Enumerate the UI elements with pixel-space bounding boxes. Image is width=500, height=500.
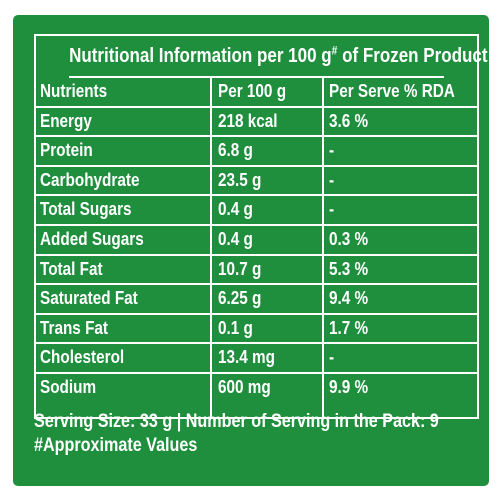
column-divider-2	[322, 78, 324, 417]
approx-note: #Approximate Values	[34, 435, 198, 456]
nutrient-name: Total Sugars	[40, 199, 132, 220]
title-suffix: of Frozen Product	[337, 45, 488, 67]
header-row: Nutrients Per 100 g Per Serve % RDA	[36, 78, 477, 108]
per-100g-value: 0.1 g	[218, 317, 253, 338]
per-100g-value: 23.5 g	[218, 169, 262, 190]
title-text: Nutritional Information per 100 g	[69, 45, 332, 67]
nutrient-name: Total Fat	[40, 258, 103, 279]
title-hash-mark: #	[331, 43, 338, 58]
table-row: Added Sugars 0.4 g 0.3 %	[36, 226, 477, 256]
per-100g-value: 600 mg	[218, 376, 271, 397]
table-title: Nutritional Information per 100 g# of Fr…	[69, 36, 488, 78]
header-per-100g: Per 100 g	[218, 81, 287, 101]
nutrient-name: Saturated Fat	[40, 288, 138, 309]
rda-value: 0.3 %	[329, 228, 369, 249]
rda-value: 9.4 %	[329, 288, 369, 309]
nutrient-name: Energy	[40, 110, 92, 131]
table-row: Total Fat 10.7 g 5.3 %	[36, 256, 477, 286]
table-row: Sodium 600 mg 9.9 %	[36, 374, 477, 404]
rda-value: 3.6 %	[329, 110, 369, 131]
serving-info: Serving Size: 33 g | Number of Serving i…	[34, 411, 439, 432]
rda-value: 9.9 %	[329, 376, 369, 397]
nutrition-table: Nutritional Information per 100 g# of Fr…	[34, 34, 488, 419]
rda-value: 1.7 %	[329, 317, 369, 338]
table-body: Energy 218 kcal 3.6 % Protein 6.8 g - Carbohyd…	[36, 108, 477, 404]
rda-value: -	[329, 140, 335, 161]
table-row: Energy 218 kcal 3.6 %	[36, 108, 477, 138]
per-100g-value: 218 kcal	[218, 110, 278, 131]
nutrient-name: Carbohydrate	[40, 169, 140, 190]
table-row: Saturated Fat 6.25 g 9.4 %	[36, 285, 477, 315]
per-100g-value: 6.25 g	[218, 288, 262, 309]
per-100g-value: 13.4 mg	[218, 347, 275, 368]
per-100g-value: 0.4 g	[218, 199, 253, 220]
rda-value: -	[329, 347, 335, 368]
nutrient-name: Protein	[40, 140, 93, 161]
table-row: Carbohydrate 23.5 g -	[36, 167, 477, 197]
header-nutrients: Nutrients	[40, 81, 108, 101]
per-100g-value: 6.8 g	[218, 140, 253, 161]
rda-value: 5.3 %	[329, 258, 369, 279]
rda-value: -	[329, 199, 335, 220]
header-per-serve-rda: Per Serve % RDA	[329, 81, 455, 101]
nutrient-name: Cholesterol	[40, 347, 125, 368]
per-100g-value: 10.7 g	[218, 258, 262, 279]
column-divider-1	[210, 78, 212, 417]
nutrient-name: Added Sugars	[40, 228, 144, 249]
rda-value: -	[329, 169, 335, 190]
table-row: Protein 6.8 g -	[36, 137, 477, 167]
per-100g-value: 0.4 g	[218, 228, 253, 249]
footer: Serving Size: 33 g | Number of Serving i…	[34, 410, 479, 458]
nutrient-name: Trans Fat	[40, 317, 109, 338]
table-row: Trans Fat 0.1 g 1.7 %	[36, 315, 477, 345]
nutrient-name: Sodium	[40, 376, 97, 397]
table-row: Total Sugars 0.4 g -	[36, 196, 477, 226]
table-row: Cholesterol 13.4 mg -	[36, 344, 477, 374]
nutrition-panel: Nutritional Information per 100 g# of Fr…	[13, 15, 489, 486]
